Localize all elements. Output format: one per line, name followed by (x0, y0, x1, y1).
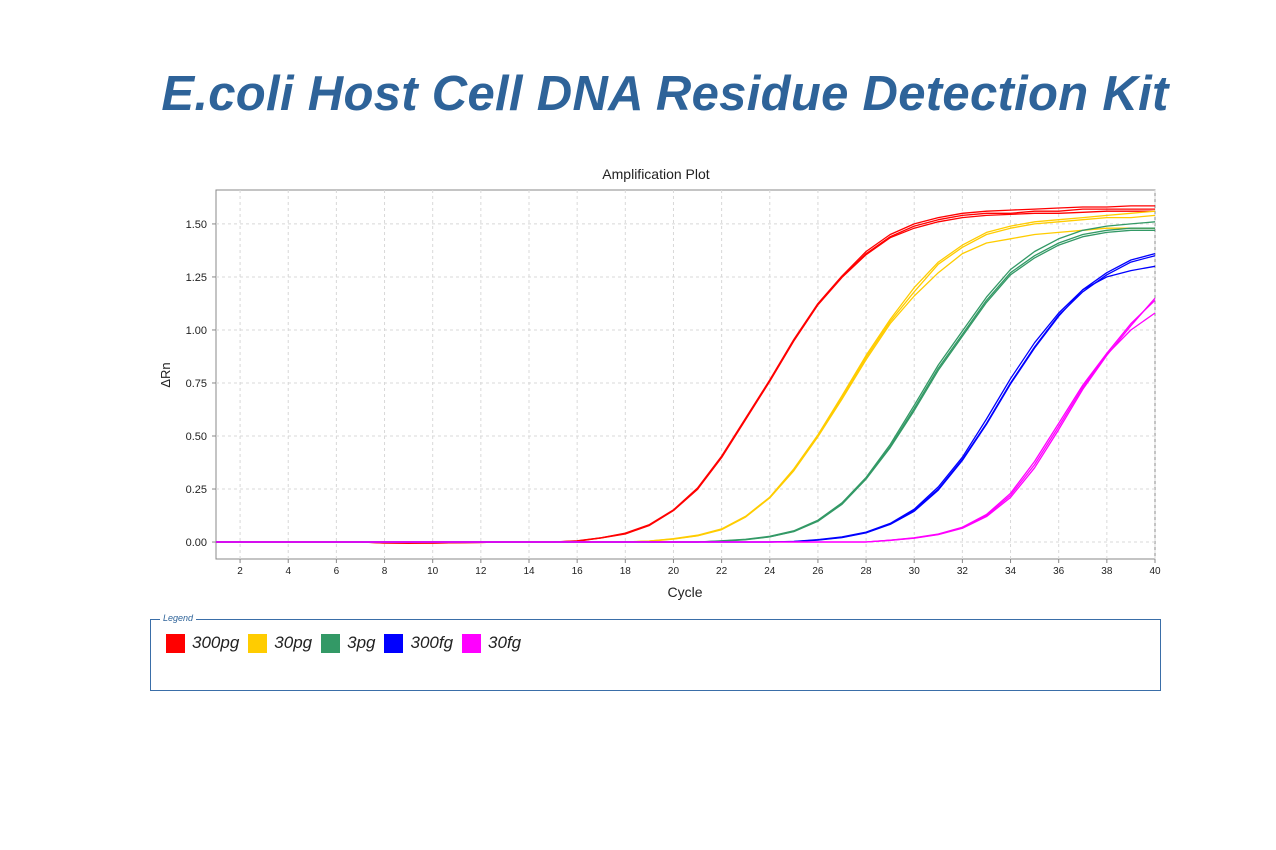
x-tick-label: 40 (1149, 566, 1161, 577)
y-tick-label: 1.00 (186, 325, 207, 337)
x-tick-label: 12 (475, 566, 487, 577)
y-axis-ticks: 0.00 0.25 0.50 0.75 1.00 1.25 1.50 (186, 219, 216, 549)
legend-item-3pg: 3pg (321, 633, 375, 653)
x-tick-label: 6 (334, 566, 340, 577)
x-tick-label: 16 (572, 566, 584, 577)
legend-swatch (248, 633, 268, 653)
x-tick-label: 38 (1101, 566, 1113, 577)
y-tick-label: 0.75 (186, 378, 207, 390)
plot-area (215, 189, 1156, 560)
y-tick-label: 0.50 (186, 431, 207, 443)
y-tick-label: 0.00 (186, 537, 207, 549)
x-tick-label: 26 (812, 566, 824, 577)
x-axis-ticks: 2 4 6 8 10 12 14 16 18 20 22 24 26 28 30 32 34 36 38 40 (237, 559, 1161, 577)
x-tick-label: 8 (382, 566, 388, 577)
x-tick-label: 34 (1005, 566, 1017, 577)
x-tick-label: 28 (861, 566, 873, 577)
legend-item-30fg: 30fg (462, 633, 521, 653)
y-axis-label: ΔRn (158, 362, 173, 387)
x-tick-label: 10 (427, 566, 439, 577)
x-axis-label: Cycle (667, 584, 702, 600)
series-line-30fg (216, 312, 1156, 543)
series-lines (216, 205, 1156, 544)
legend-label: 300fg (410, 633, 454, 652)
x-tick-label: 18 (620, 566, 632, 577)
legend-swatch (321, 633, 341, 653)
x-tick-label: 20 (668, 566, 680, 577)
x-tick-label: 22 (716, 566, 728, 577)
legend-swatch (166, 633, 185, 653)
y-tick-label: 0.25 (186, 484, 207, 496)
amplification-plot: Amplification Plot 0.00 0.25 0.50 0.75 1.00 1… (158, 166, 1161, 600)
legend-label: 300pg (192, 633, 240, 652)
y-tick-label: 1.50 (186, 219, 207, 231)
legend-label: 3pg (347, 633, 376, 652)
x-tick-label: 14 (523, 566, 535, 577)
grid (216, 190, 1156, 559)
legend-item-300fg: 300fg (384, 633, 453, 653)
x-tick-label: 32 (957, 566, 969, 577)
x-tick-label: 24 (764, 566, 776, 577)
legend-item-30pg: 30pg (248, 633, 312, 653)
chart-title: Amplification Plot (602, 166, 709, 182)
legend: Legend 300pg 30pg 3pg 300fg 30fg (150, 613, 1161, 691)
x-tick-label: 4 (285, 566, 291, 577)
legend-swatch (384, 633, 404, 653)
page-title: E.coli Host Cell DNA Residue Detection K… (161, 67, 1169, 121)
legend-items: 300pg 30pg 3pg 300fg 30fg (166, 633, 530, 653)
x-tick-label: 30 (909, 566, 921, 577)
legend-swatch (462, 633, 482, 653)
legend-caption: Legend (160, 613, 197, 623)
y-tick-label: 1.25 (186, 272, 207, 284)
legend-label: 30pg (274, 633, 313, 652)
x-tick-label: 36 (1053, 566, 1065, 577)
legend-item-300pg: 300pg (166, 633, 239, 653)
legend-label: 30fg (488, 633, 522, 652)
x-tick-label: 2 (237, 566, 243, 577)
